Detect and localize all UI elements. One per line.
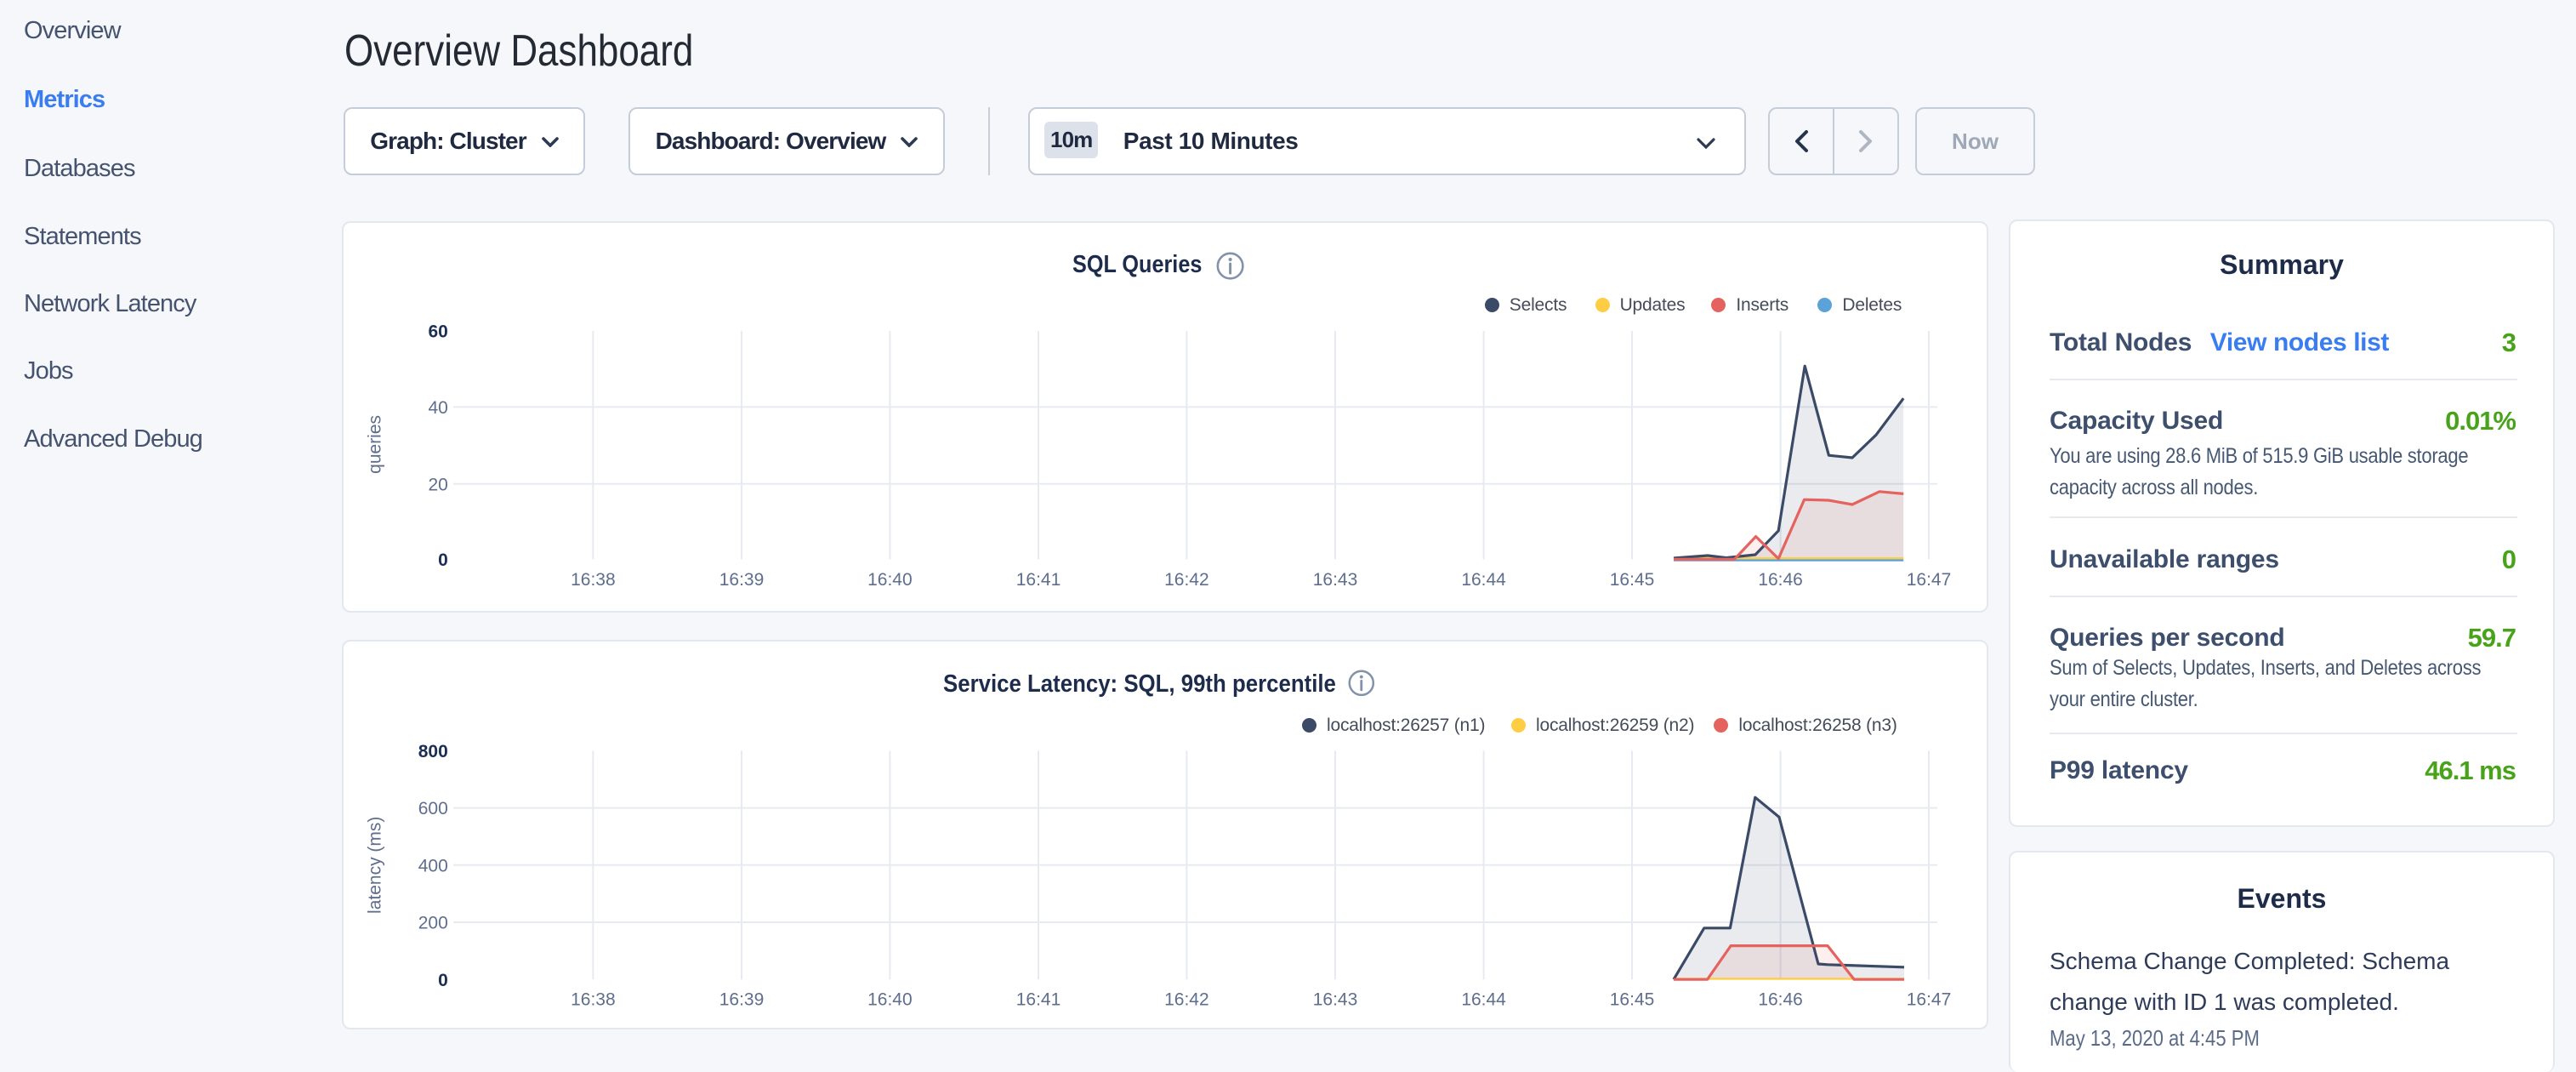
- svg-text:16:45: 16:45: [1610, 570, 1655, 590]
- svg-text:16:45: 16:45: [1610, 989, 1655, 1009]
- svg-text:200: 200: [418, 914, 448, 933]
- svg-text:16:46: 16:46: [1758, 570, 1803, 590]
- svg-text:800: 800: [418, 742, 448, 761]
- svg-text:16:38: 16:38: [571, 570, 616, 590]
- svg-text:16:39: 16:39: [719, 989, 765, 1009]
- svg-text:16:44: 16:44: [1461, 570, 1506, 590]
- svg-text:16:44: 16:44: [1461, 989, 1506, 1009]
- svg-text:0: 0: [438, 550, 448, 570]
- svg-text:16:42: 16:42: [1164, 570, 1209, 590]
- svg-text:latency (ms): latency (ms): [365, 817, 384, 914]
- svg-text:16:40: 16:40: [867, 570, 913, 590]
- svg-text:20: 20: [428, 475, 447, 494]
- svg-text:16:43: 16:43: [1313, 989, 1358, 1009]
- svg-text:queries: queries: [365, 415, 384, 474]
- svg-text:400: 400: [418, 856, 448, 875]
- svg-text:0: 0: [438, 971, 448, 990]
- svg-text:16:43: 16:43: [1313, 570, 1358, 590]
- svg-text:16:47: 16:47: [1907, 989, 1952, 1009]
- svg-text:16:39: 16:39: [719, 570, 765, 590]
- svg-text:16:41: 16:41: [1016, 570, 1061, 590]
- svg-text:16:40: 16:40: [867, 989, 913, 1009]
- svg-text:40: 40: [428, 398, 447, 418]
- svg-text:60: 60: [428, 322, 447, 342]
- svg-text:16:41: 16:41: [1016, 989, 1061, 1009]
- svg-text:16:38: 16:38: [571, 989, 616, 1009]
- svg-text:16:42: 16:42: [1164, 989, 1209, 1009]
- svg-text:16:46: 16:46: [1758, 989, 1803, 1009]
- svg-text:16:47: 16:47: [1907, 570, 1952, 590]
- svg-text:600: 600: [418, 799, 448, 818]
